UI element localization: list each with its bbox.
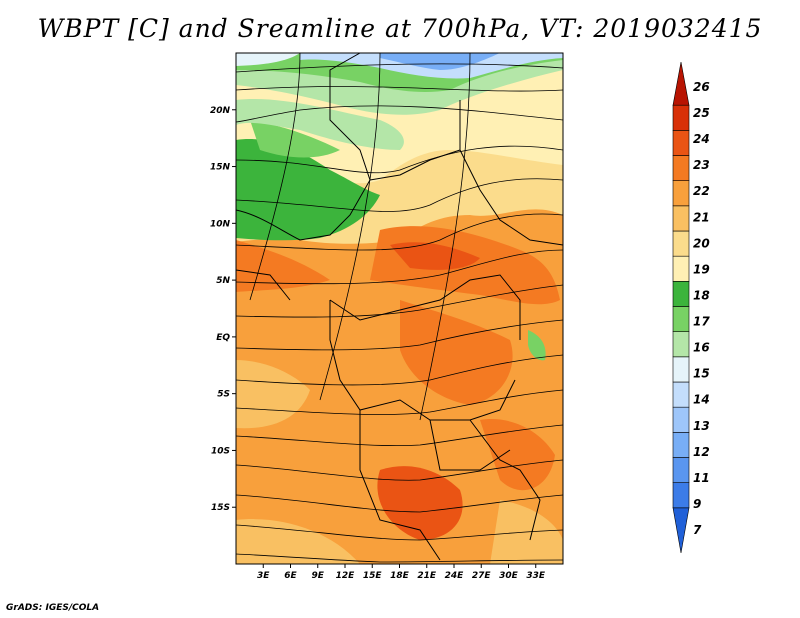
lat-tick-label: 20N bbox=[210, 106, 231, 116]
lat-tick-label: 15S bbox=[211, 503, 230, 513]
colorbar-swatch bbox=[672, 381, 690, 408]
colorbar-swatch bbox=[672, 205, 690, 232]
colorbar-label: 15 bbox=[693, 367, 710, 381]
colorbar-label: 14 bbox=[693, 393, 710, 407]
lon-tick-label: 30E bbox=[499, 571, 519, 581]
latitude-axis: 20N 15N 10N 5N EQ 5S 10S 15S bbox=[210, 106, 236, 513]
country-borders bbox=[236, 53, 563, 561]
colorbar-label: 7 bbox=[693, 523, 702, 537]
colorbar-arrow-bottom bbox=[672, 507, 690, 554]
lon-tick-label: 6E bbox=[284, 571, 297, 581]
colorbar-swatch bbox=[672, 306, 690, 332]
colorbar-label: 21 bbox=[693, 210, 710, 224]
colorbar-swatch bbox=[672, 406, 690, 433]
lat-tick-label: 10N bbox=[210, 219, 231, 229]
map-title: WBPT [C] and Sreamline at 700hPa, VT: 20… bbox=[37, 14, 763, 43]
lon-tick-label: 21E bbox=[417, 571, 437, 581]
lon-tick-label: 18E bbox=[390, 571, 410, 581]
colorbar-label: 18 bbox=[693, 288, 710, 302]
colorbar-arrow-top bbox=[672, 61, 690, 106]
colorbar-label: 24 bbox=[693, 132, 710, 146]
lat-tick-label: 5S bbox=[217, 390, 230, 400]
wbpt-shading bbox=[236, 53, 563, 564]
colorbar: 7 9 11 12 13 14 15 16 17 18 19 20 21 22 23 24 25 26 bbox=[672, 61, 710, 554]
longitude-axis: 3E 6E 9E 12E 15E 18E 21E 24E 27E 30E 33E bbox=[257, 564, 546, 581]
streamlines bbox=[236, 53, 563, 563]
lon-tick-label: 9E bbox=[312, 571, 325, 581]
colorbar-swatch bbox=[672, 255, 690, 282]
colorbar-label: 17 bbox=[693, 315, 710, 329]
credit-label: GrADS: IGES/COLA bbox=[6, 603, 100, 613]
colorbar-swatch bbox=[672, 281, 690, 307]
colorbar-swatch bbox=[672, 457, 690, 483]
colorbar-label: 26 bbox=[693, 80, 710, 94]
colorbar-label: 9 bbox=[693, 497, 701, 511]
colorbar-swatch bbox=[672, 482, 690, 509]
lon-tick-label: 12E bbox=[336, 571, 356, 581]
lon-tick-label: 3E bbox=[257, 571, 270, 581]
colorbar-label: 20 bbox=[693, 236, 710, 250]
colorbar-swatch bbox=[672, 180, 690, 207]
colorbar-swatch bbox=[672, 230, 690, 257]
colorbar-label: 25 bbox=[693, 106, 710, 120]
lat-tick-label: EQ bbox=[216, 333, 230, 343]
colorbar-swatch bbox=[672, 104, 690, 131]
lat-tick-label: 10S bbox=[211, 446, 230, 456]
colorbar-swatch bbox=[672, 155, 690, 181]
lat-tick-label: 15N bbox=[210, 163, 231, 173]
colorbar-label: 22 bbox=[693, 184, 710, 198]
colorbar-label: 16 bbox=[693, 341, 710, 355]
lon-tick-label: 15E bbox=[363, 571, 383, 581]
colorbar-label: 11 bbox=[693, 471, 710, 485]
colorbar-label: 23 bbox=[693, 158, 710, 172]
colorbar-label: 19 bbox=[693, 262, 710, 276]
lon-tick-label: 27E bbox=[472, 571, 492, 581]
colorbar-swatch bbox=[672, 356, 690, 383]
colorbar-swatch bbox=[672, 331, 690, 358]
colorbar-swatch bbox=[672, 432, 690, 458]
colorbar-label: 13 bbox=[693, 419, 710, 433]
lon-tick-label: 24E bbox=[445, 571, 465, 581]
lat-tick-label: 5N bbox=[216, 276, 230, 286]
lon-tick-label: 33E bbox=[526, 571, 546, 581]
colorbar-label: 12 bbox=[693, 445, 710, 459]
colorbar-swatch bbox=[672, 130, 690, 156]
